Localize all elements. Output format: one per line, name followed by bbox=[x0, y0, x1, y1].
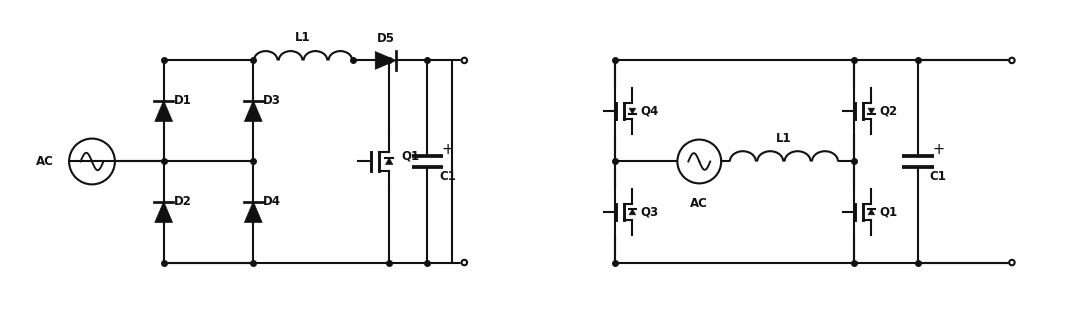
Text: L1: L1 bbox=[295, 31, 311, 43]
Polygon shape bbox=[244, 100, 262, 121]
Text: +: + bbox=[442, 142, 454, 157]
Polygon shape bbox=[375, 52, 396, 69]
Text: Q4: Q4 bbox=[640, 105, 659, 117]
Text: D5: D5 bbox=[377, 32, 394, 44]
Text: Q3: Q3 bbox=[640, 205, 659, 219]
Text: Q2: Q2 bbox=[879, 105, 897, 117]
Polygon shape bbox=[386, 158, 393, 165]
Text: +: + bbox=[932, 142, 944, 157]
Text: C1: C1 bbox=[930, 170, 947, 183]
Polygon shape bbox=[244, 202, 262, 222]
Polygon shape bbox=[629, 209, 636, 215]
Text: D3: D3 bbox=[264, 94, 281, 107]
Text: Q1: Q1 bbox=[401, 149, 419, 162]
Text: D4: D4 bbox=[264, 195, 281, 208]
Polygon shape bbox=[629, 108, 636, 114]
Polygon shape bbox=[868, 108, 875, 114]
Text: D1: D1 bbox=[174, 94, 191, 107]
Text: AC: AC bbox=[37, 155, 54, 168]
Polygon shape bbox=[868, 209, 875, 215]
Text: D2: D2 bbox=[174, 195, 191, 208]
Text: Q1: Q1 bbox=[879, 205, 897, 219]
Text: AC: AC bbox=[690, 197, 708, 210]
Polygon shape bbox=[154, 100, 173, 121]
Polygon shape bbox=[154, 202, 173, 222]
Text: L1: L1 bbox=[777, 132, 792, 145]
Text: C1: C1 bbox=[438, 170, 456, 183]
